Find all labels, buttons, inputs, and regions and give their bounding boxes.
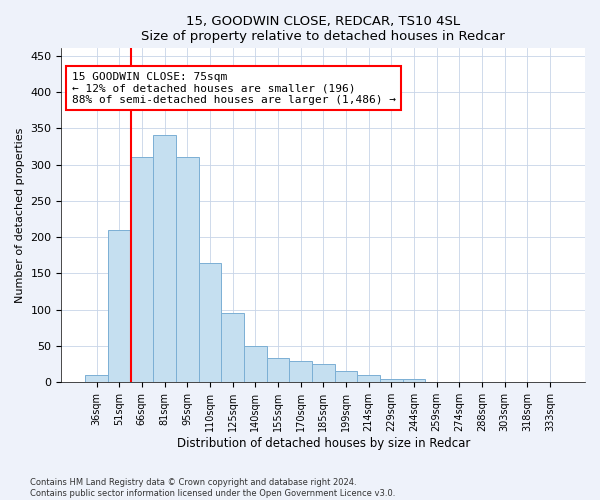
Bar bbox=[312, 364, 335, 382]
Bar bbox=[199, 262, 221, 382]
Bar bbox=[403, 378, 425, 382]
Bar bbox=[357, 375, 380, 382]
Bar bbox=[335, 372, 357, 382]
Bar bbox=[380, 378, 403, 382]
Y-axis label: Number of detached properties: Number of detached properties bbox=[15, 128, 25, 303]
Title: 15, GOODWIN CLOSE, REDCAR, TS10 4SL
Size of property relative to detached houses: 15, GOODWIN CLOSE, REDCAR, TS10 4SL Size… bbox=[142, 15, 505, 43]
Bar bbox=[266, 358, 289, 382]
Text: 15 GOODWIN CLOSE: 75sqm
← 12% of detached houses are smaller (196)
88% of semi-d: 15 GOODWIN CLOSE: 75sqm ← 12% of detache… bbox=[72, 72, 396, 105]
Bar bbox=[289, 360, 312, 382]
Text: Contains HM Land Registry data © Crown copyright and database right 2024.
Contai: Contains HM Land Registry data © Crown c… bbox=[30, 478, 395, 498]
Bar bbox=[153, 136, 176, 382]
Bar bbox=[176, 158, 199, 382]
Bar bbox=[244, 346, 266, 383]
Bar bbox=[221, 314, 244, 382]
Bar bbox=[85, 375, 108, 382]
Bar bbox=[131, 158, 153, 382]
Bar bbox=[108, 230, 131, 382]
X-axis label: Distribution of detached houses by size in Redcar: Distribution of detached houses by size … bbox=[176, 437, 470, 450]
